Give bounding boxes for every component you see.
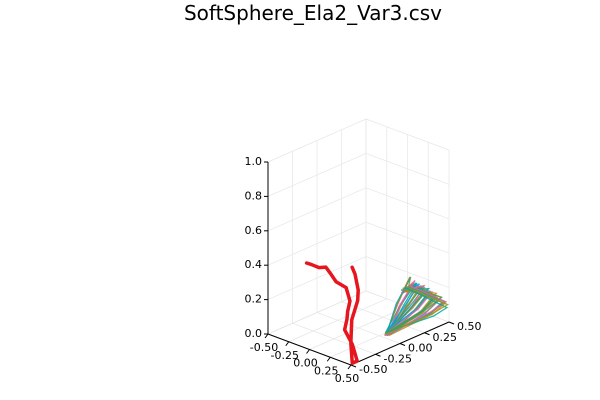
grid-lines xyxy=(267,118,450,366)
grid-line-z-back xyxy=(365,187,450,220)
y-tick-mark xyxy=(448,321,455,325)
x-tick-label: -0.25 xyxy=(271,349,299,362)
x-tick-label: 0.25 xyxy=(314,364,339,377)
y-tick-mark xyxy=(375,353,381,357)
y-tick-label: 0.00 xyxy=(408,342,433,355)
z-tick-label: 0.0 xyxy=(245,327,263,340)
trajectory-line xyxy=(386,286,449,335)
x-tick-label: 0.00 xyxy=(293,357,318,370)
x-tick-label: -0.50 xyxy=(250,341,278,354)
grid-line-y-floor xyxy=(292,322,376,355)
grid-line-z-left xyxy=(267,221,367,266)
y-tick-mark xyxy=(399,343,406,346)
grid-line-z-back xyxy=(365,153,450,185)
x-tick-label: 0.50 xyxy=(335,372,360,385)
grid-line-y-floor xyxy=(316,312,401,344)
z-tick-label: 1.0 xyxy=(245,155,263,168)
highlight-trajectory-line xyxy=(304,261,360,365)
z-tick-label: 0.8 xyxy=(245,189,263,202)
z-tick-label: 0.6 xyxy=(245,224,263,237)
grid-line-z-back xyxy=(365,256,450,288)
grid-line-z-left xyxy=(267,153,367,197)
y-tick-label: -0.25 xyxy=(384,352,412,365)
grid-line-z-back xyxy=(365,221,450,254)
y-tick-label: -0.50 xyxy=(359,363,387,376)
x-tick-mark xyxy=(306,349,310,354)
chart-title: SoftSphere_Ela2_Var3.csv xyxy=(184,1,442,25)
x-tick-mark xyxy=(326,356,331,362)
grid-line-z-left xyxy=(267,256,367,300)
x-tick-mark xyxy=(264,333,269,339)
y-tick-mark xyxy=(350,364,357,368)
x-tick-mark xyxy=(347,364,352,370)
x-tick-mark xyxy=(285,341,290,347)
y-tick-label: 0.25 xyxy=(433,331,458,344)
series-lines xyxy=(304,261,449,365)
grid-line-z-left xyxy=(267,118,367,163)
y-tick-mark xyxy=(424,332,430,336)
z-tick-label: 0.2 xyxy=(245,293,263,306)
tick-labels: -0.50-0.250.000.250.50-0.50-0.250.000.25… xyxy=(245,155,482,385)
grid-line-z-back xyxy=(365,118,450,151)
grid-line-z-left xyxy=(267,187,367,232)
axes xyxy=(264,161,455,370)
z-tick-label: 0.4 xyxy=(245,258,263,271)
trajectory-line xyxy=(385,285,443,336)
y-tick-label: 0.50 xyxy=(457,320,482,333)
